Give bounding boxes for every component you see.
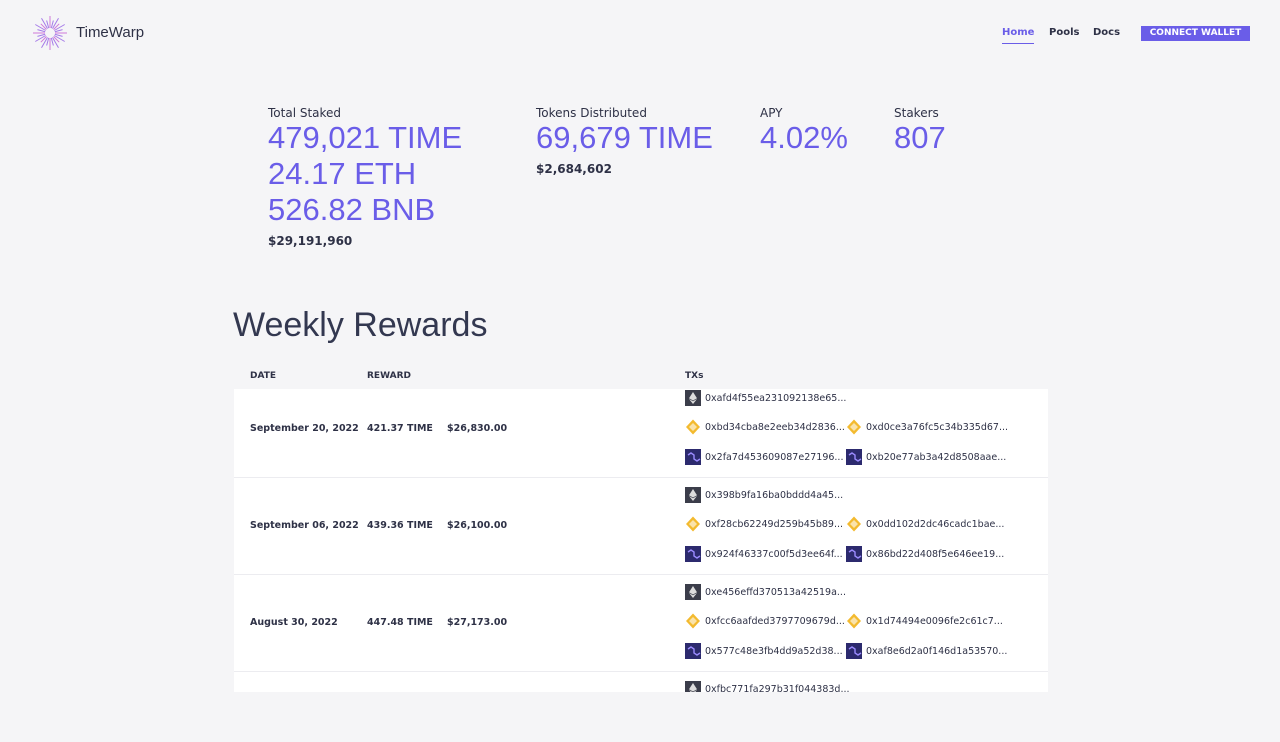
tx-hash[interactable]: 0xfcc6aafded3797709679d... <box>705 615 845 627</box>
eth-icon <box>685 681 701 692</box>
reward: 439.36 TIME <box>367 520 433 531</box>
tx-link[interactable]: 0x398b9fa16ba0bddd4a45... <box>685 487 843 503</box>
column-header: TXs <box>685 371 704 381</box>
stat: Tokens Distributed 69,679 TIME $2,684,602 <box>536 106 713 176</box>
tx-hash[interactable]: 0xf28cb62249d259b45b89... <box>705 518 844 530</box>
nav-pools[interactable]: Pools <box>1049 27 1080 38</box>
tx-hash[interactable]: 0x86bd22d408f5e646ee19... <box>866 548 1005 560</box>
poly-icon <box>685 449 701 465</box>
table-row: September 06, 2022 439.36 TIME $26,100.00 0… <box>234 477 1048 575</box>
tx-link[interactable]: 0xfcc6aafded3797709679d... <box>685 613 845 629</box>
tx-link[interactable]: 0x0dd102d2dc46cadc1bae... <box>846 516 1004 532</box>
table-row: August 30, 2022 447.48 TIME $27,173.00 0xe4… <box>234 574 1048 672</box>
column-header: REWARD <box>367 371 411 381</box>
column-header: DATE <box>250 371 277 381</box>
tx-link[interactable]: 0x2fa7d453609087e27196... <box>685 449 843 465</box>
reward: 421.37 TIME <box>367 423 433 434</box>
stat-usd: $2,684,602 <box>536 162 612 176</box>
stat-label: Total Staked <box>268 106 342 120</box>
tx-hash[interactable]: 0xe456effd370513a42519a... <box>705 586 846 598</box>
tx-link[interactable]: 0xe456effd370513a42519a... <box>685 584 846 600</box>
tx-hash[interactable]: 0xbd34cba8e2eeb34d2836... <box>705 421 845 433</box>
tx-hash[interactable]: 0xfbc771fa297b31f044383d... <box>705 683 850 693</box>
tx-hash[interactable]: 0xd0ce3a76fc5c34b335d67... <box>866 421 1009 433</box>
tx-link[interactable]: 0xd0ce3a76fc5c34b335d67... <box>846 419 1008 435</box>
stat-label: Stakers <box>894 106 939 120</box>
tx-link[interactable]: 0x1d74494e0096fe2c61c7... <box>846 613 1003 629</box>
stat-value: 4.02% <box>760 120 848 155</box>
stat-value: 807 <box>894 120 946 155</box>
tx-hash[interactable]: 0x1d74494e0096fe2c61c7... <box>866 615 1003 627</box>
bnb-icon <box>686 613 700 629</box>
tx-link[interactable]: 0x86bd22d408f5e646ee19... <box>846 546 1004 562</box>
tx-hash[interactable]: 0x2fa7d453609087e27196... <box>705 451 844 463</box>
poly-icon <box>846 546 862 562</box>
tx-link[interactable]: 0xf28cb62249d259b45b89... <box>685 516 843 532</box>
brand[interactable]: TimeWarp <box>76 24 145 41</box>
bnb-icon <box>847 516 861 532</box>
date: September 20, 2022 <box>250 423 359 434</box>
tx-link[interactable]: 0x577c48e3fb4dd9a52d38... <box>685 643 843 659</box>
poly-icon <box>685 546 701 562</box>
stat: Total Staked 479,021 TIME 24.17 ETH 526.82 … <box>268 106 462 248</box>
eth-icon <box>685 390 701 406</box>
section-title: Weekly Rewards <box>233 306 488 344</box>
rewards-table: September 20, 2022 421.37 TIME $26,830.00 0… <box>234 389 1048 692</box>
reward-usd: $26,100.00 <box>447 520 508 531</box>
nav-docs[interactable]: Docs <box>1093 27 1121 38</box>
stat-label: Tokens Distributed <box>536 106 647 120</box>
eth-icon <box>685 487 701 503</box>
stat-value: 526.82 BNB <box>268 192 436 227</box>
tx-hash[interactable]: 0xb20e77ab3a42d8508aae... <box>866 451 1007 463</box>
reward-usd: $26,830.00 <box>447 423 508 434</box>
poly-icon <box>846 449 862 465</box>
stat: Stakers 807 <box>894 106 946 156</box>
tx-hash[interactable]: 0x924f46337c00f5d3ee64f... <box>705 548 843 560</box>
eth-icon <box>685 584 701 600</box>
stat-value: 69,679 TIME <box>536 120 713 155</box>
tx-link[interactable]: 0xb20e77ab3a42d8508aae... <box>846 449 1006 465</box>
bnb-icon <box>847 419 861 435</box>
stat-label: APY <box>760 106 783 120</box>
reward-usd: $27,173.00 <box>447 617 508 628</box>
stat-value: 24.17 ETH <box>268 156 417 191</box>
tx-hash[interactable]: 0x398b9fa16ba0bddd4a45... <box>705 489 844 501</box>
tx-link[interactable]: 0xfbc771fa297b31f044383d... <box>685 681 850 692</box>
tx-link[interactable]: 0x924f46337c00f5d3ee64f... <box>685 546 843 562</box>
stat-usd: $29,191,960 <box>268 234 353 248</box>
table-row: 0xfbc771fa297b31f044383d... <box>234 671 1048 692</box>
logo <box>33 16 67 50</box>
bnb-icon <box>686 516 700 532</box>
stat-value: 479,021 TIME <box>268 120 463 155</box>
date: August 30, 2022 <box>250 617 338 628</box>
poly-icon <box>846 643 862 659</box>
poly-icon <box>685 643 701 659</box>
connect-wallet-button[interactable]: CONNECT WALLET <box>1141 26 1250 41</box>
tx-hash[interactable]: 0x0dd102d2dc46cadc1bae... <box>866 518 1005 530</box>
nav-home[interactable]: Home <box>1002 27 1035 44</box>
table-row: September 20, 2022 421.37 TIME $26,830.00 0… <box>234 389 1048 478</box>
stat: APY 4.02% <box>760 106 848 156</box>
bnb-icon <box>686 419 700 435</box>
bnb-icon <box>847 613 861 629</box>
tx-hash[interactable]: 0x577c48e3fb4dd9a52d38... <box>705 645 843 657</box>
tx-hash[interactable]: 0xafd4f55ea231092138e65... <box>705 392 847 404</box>
date: September 06, 2022 <box>250 520 359 531</box>
reward: 447.48 TIME <box>367 617 433 628</box>
tx-hash[interactable]: 0xaf8e6d2a0f146d1a53570... <box>866 645 1008 657</box>
tx-link[interactable]: 0xafd4f55ea231092138e65... <box>685 390 846 406</box>
tx-link[interactable]: 0xaf8e6d2a0f146d1a53570... <box>846 643 1007 659</box>
tx-link[interactable]: 0xbd34cba8e2eeb34d2836... <box>685 419 845 435</box>
